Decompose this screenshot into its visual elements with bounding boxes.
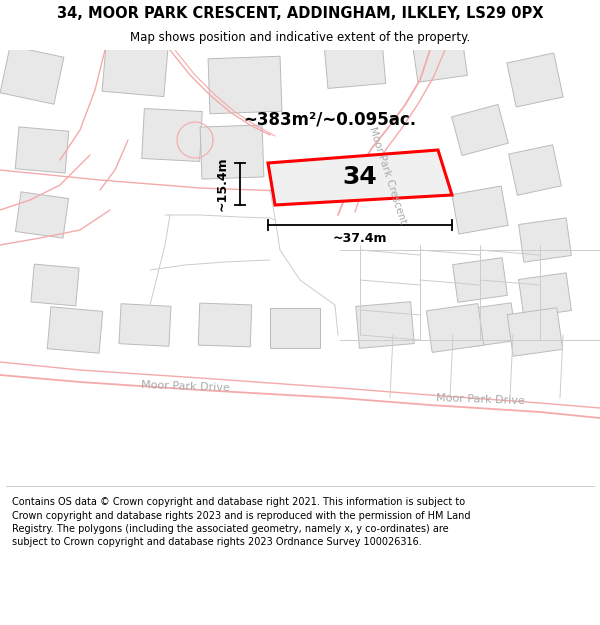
Bar [324,41,386,89]
Text: Map shows position and indicative extent of the property.: Map shows position and indicative extent… [130,31,470,44]
Bar [413,38,467,82]
Text: Contains OS data © Crown copyright and database right 2021. This information is : Contains OS data © Crown copyright and d… [12,498,470,547]
Text: Moor Park Drive: Moor Park Drive [436,394,524,406]
Bar [518,218,571,262]
Bar [15,127,69,173]
Bar [509,145,562,195]
Text: Moor Park Drive: Moor Park Drive [140,381,230,394]
Bar [507,53,563,107]
Bar [356,302,414,348]
Text: ~15.4m: ~15.4m [215,157,229,211]
Bar [452,104,508,156]
Bar [464,303,517,347]
Bar [208,56,282,114]
Bar [452,258,508,302]
Bar [119,304,171,346]
Bar [200,125,264,179]
Bar [0,46,64,104]
Bar [47,307,103,353]
Bar [31,264,79,306]
Bar [102,43,168,97]
Text: ~383m²/~0.095ac.: ~383m²/~0.095ac. [244,111,416,129]
Text: 34, MOOR PARK CRESCENT, ADDINGHAM, ILKLEY, LS29 0PX: 34, MOOR PARK CRESCENT, ADDINGHAM, ILKLE… [57,6,543,21]
Polygon shape [268,150,452,205]
Bar [427,304,484,352]
Bar [270,308,320,348]
Text: 34: 34 [343,165,377,189]
Bar [508,308,563,356]
Bar [518,273,571,317]
Bar [16,192,68,238]
Bar [452,186,508,234]
Bar [198,303,252,347]
Text: Moor Park Crescent: Moor Park Crescent [368,125,409,225]
Text: ~37.4m: ~37.4m [333,232,387,246]
Bar [142,109,202,161]
